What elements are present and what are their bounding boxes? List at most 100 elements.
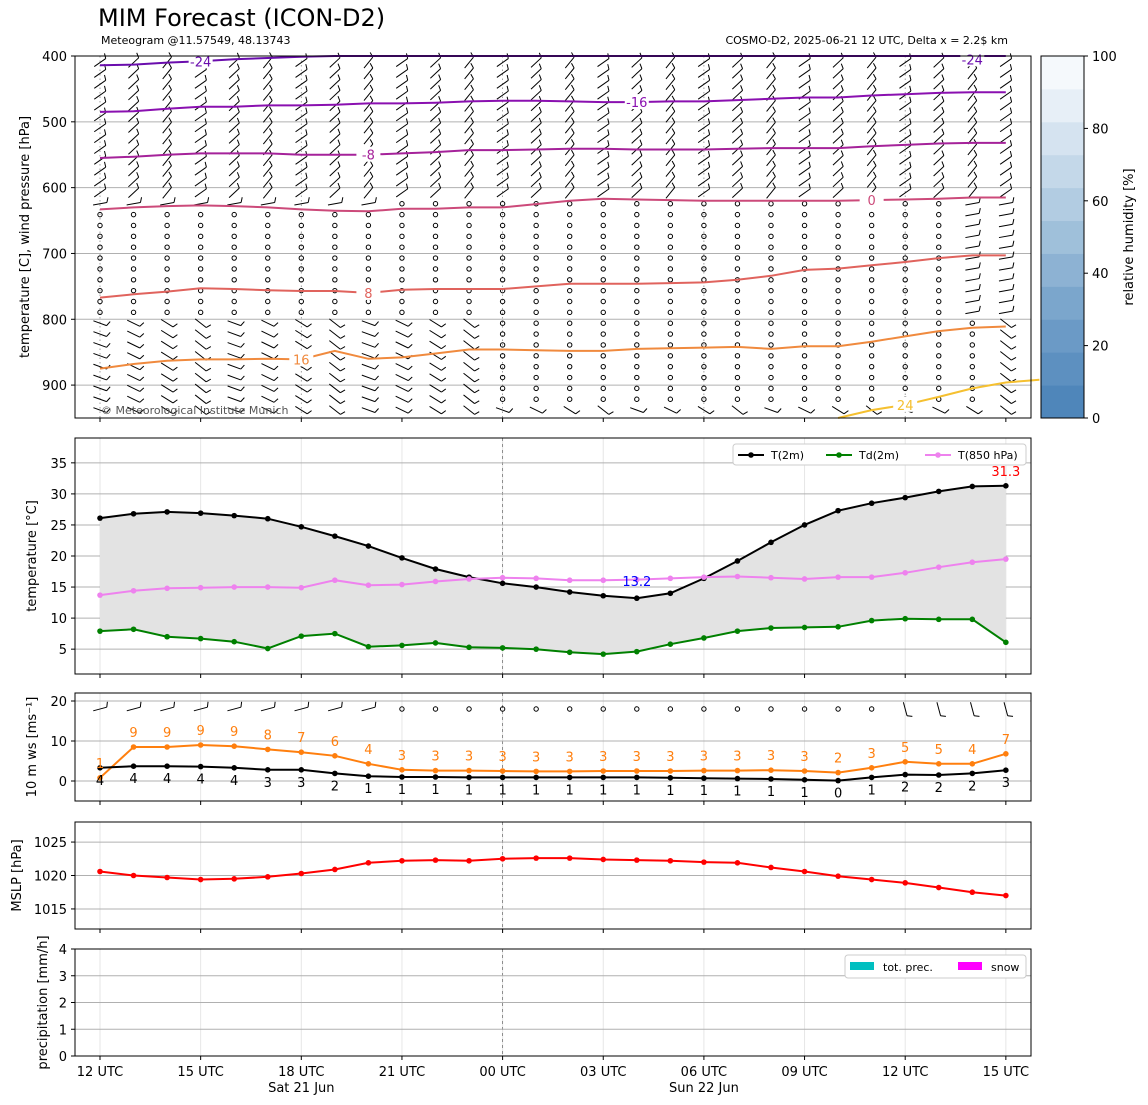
barb-shaft <box>731 122 743 133</box>
barb-feather <box>269 139 273 145</box>
barb-feather <box>506 172 509 179</box>
barb-shaft <box>329 79 341 90</box>
wind-barb <box>93 385 111 392</box>
td2m-point <box>466 644 472 651</box>
wind-barb <box>93 96 107 111</box>
wind-barb <box>496 161 509 176</box>
t850-point <box>600 577 607 584</box>
y-tick-label: 3 <box>59 970 67 985</box>
calm-wind-marker <box>600 353 606 359</box>
barb-feather <box>1009 150 1013 157</box>
barb-shaft <box>93 134 107 144</box>
barb-feather <box>639 117 643 124</box>
calm-wind-marker <box>265 309 271 316</box>
barb-feather <box>204 107 207 113</box>
wind-barb <box>798 64 811 78</box>
calm-wind-marker <box>667 233 674 240</box>
barb-feather <box>840 128 844 135</box>
wind-barb <box>899 96 912 111</box>
calm-wind-marker <box>801 353 808 359</box>
barb-shaft <box>665 78 676 91</box>
barb-feather <box>168 128 172 134</box>
wind-barb <box>464 95 474 112</box>
barb-feather <box>671 139 676 145</box>
calm-wind-marker <box>634 309 640 316</box>
barb-shaft <box>530 57 542 68</box>
y-axis-label: MSLP [hPa] <box>10 839 25 911</box>
wind-barb <box>597 150 610 165</box>
barb-shaft <box>261 406 275 414</box>
barb-shaft <box>631 187 643 199</box>
calm-wind-marker <box>499 320 506 326</box>
barb-feather <box>474 356 480 361</box>
barb-shaft <box>228 187 240 199</box>
barb-shaft <box>998 234 1013 239</box>
wind-barb <box>395 74 409 89</box>
calm-wind-marker <box>499 309 506 316</box>
barb-shaft <box>295 340 308 350</box>
wind-barb <box>160 319 178 328</box>
barb-feather <box>236 117 240 124</box>
barb-feather <box>405 64 409 70</box>
mslp-point <box>566 855 573 861</box>
wind-barb <box>162 182 172 199</box>
calm-wind-marker <box>801 298 808 305</box>
barb-shaft <box>563 405 576 415</box>
calm-wind-marker <box>499 331 506 337</box>
barb-feather <box>740 117 744 124</box>
mslp-point <box>264 874 271 880</box>
calm-wind-marker <box>231 244 237 250</box>
barb-feather <box>973 182 978 188</box>
calm-wind-marker <box>701 298 707 305</box>
barb-shaft <box>832 68 844 79</box>
model-subtitle: COSMO-D2, 2025-06-21 12 UTC, Delta x = 2… <box>725 34 1008 47</box>
wind-barb <box>665 117 676 134</box>
barb-shaft <box>361 374 376 381</box>
calm-wind-marker <box>868 363 875 370</box>
barb-feather <box>240 701 243 708</box>
calm-wind-marker <box>533 298 539 305</box>
calm-wind-marker <box>432 255 439 261</box>
barb-feather <box>374 342 379 348</box>
calm-wind-marker <box>567 320 573 326</box>
barb-shaft <box>965 299 980 304</box>
barb-feather <box>506 85 509 92</box>
t2m-point <box>566 589 573 595</box>
wind-barb <box>93 701 108 712</box>
barb-shaft <box>1000 372 1012 383</box>
wind-barb <box>866 149 877 167</box>
calm-wind-marker <box>801 309 808 316</box>
wind-barb <box>361 407 379 413</box>
barb-feather <box>374 364 379 370</box>
barb-shaft <box>798 188 811 198</box>
wind-barb <box>631 117 643 133</box>
wind-barb <box>93 74 107 89</box>
barb-shaft <box>665 111 676 123</box>
mslp-point <box>600 856 607 863</box>
wind-barb <box>262 106 273 123</box>
wind-barb <box>295 373 312 382</box>
barb-shaft <box>430 133 441 144</box>
calm-wind-marker <box>936 342 942 348</box>
barb-shaft <box>160 351 174 360</box>
wind-barb <box>932 406 950 414</box>
barb-feather <box>470 73 474 80</box>
calm-wind-marker <box>902 363 908 370</box>
calm-wind-marker <box>533 385 539 392</box>
barb-feather <box>206 701 209 708</box>
wind-barb <box>395 118 409 133</box>
barb-feather <box>978 284 981 290</box>
barb-shaft <box>329 166 341 177</box>
calm-wind-marker <box>600 277 606 283</box>
wind-barb <box>530 106 542 123</box>
barb-shaft <box>464 111 474 123</box>
isotherm-label-bg <box>188 53 213 69</box>
wind-barb <box>329 405 346 415</box>
t2m-point <box>533 584 539 590</box>
mslp-point <box>701 859 707 865</box>
calm-wind-marker <box>902 342 908 348</box>
barb-feather <box>843 410 849 415</box>
calm-wind-marker <box>701 211 707 218</box>
barb-feather <box>104 129 107 135</box>
